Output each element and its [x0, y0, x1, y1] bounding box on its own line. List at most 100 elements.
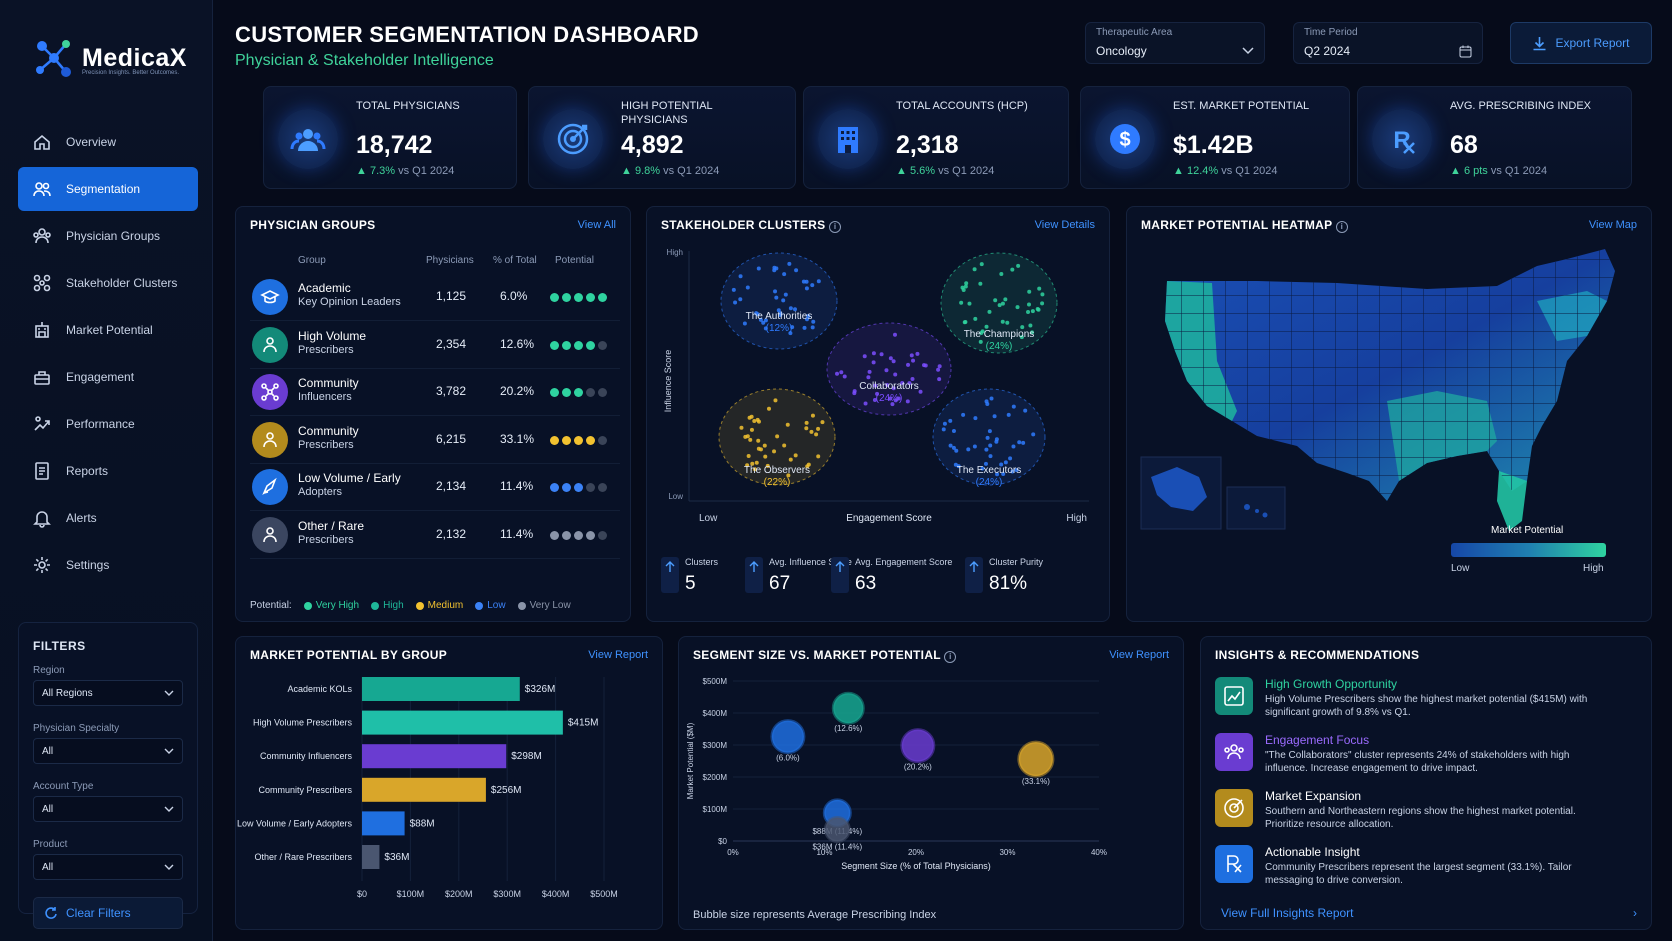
filter-value: All	[42, 745, 54, 757]
cluster-2[interactable]: The Champions(24%)	[940, 252, 1058, 354]
kpi-card-1[interactable]: TOTAL PHYSICIANS 18,742 ▲ 7.3% vs Q1 2024	[263, 86, 517, 189]
x-tick-label: $100M	[397, 889, 425, 899]
view-report-link[interactable]: View Report	[588, 649, 648, 661]
rating-dot	[586, 483, 595, 492]
info-icon[interactable]: i	[944, 651, 957, 663]
sidebar-item-performance[interactable]: Performance	[18, 402, 198, 446]
therapeutic-area-select[interactable]: Therapeutic Area Oncology	[1085, 22, 1265, 64]
filter-select-product[interactable]: All	[33, 854, 183, 880]
cluster-3[interactable]: Collaborators(24%)	[826, 322, 952, 416]
segment-size-panel: SEGMENT SIZE VS. MARKET POTENTIAL i View…	[678, 636, 1184, 930]
sidebar-item-segmentation[interactable]: Segmentation	[18, 167, 198, 211]
svg-text:R: R	[1393, 127, 1410, 154]
info-icon[interactable]: i	[829, 221, 842, 233]
market-icon	[35, 322, 49, 338]
chevron-down-icon	[164, 804, 174, 815]
chart-icon	[1224, 686, 1244, 706]
sidebar-item-stakeholder-clusters[interactable]: Stakeholder Clusters	[18, 261, 198, 305]
stat-label: Cluster Purity	[989, 557, 1044, 567]
sidebar-item-alerts[interactable]: Alerts	[18, 496, 198, 540]
table-row[interactable]: Community Influencers 3,782 20.2%	[250, 366, 620, 416]
kpi-card-4[interactable]: $ EST. MARKET POTENTIAL $1.42B ▲ 12.4% vs Q…	[1080, 86, 1350, 189]
bubble[interactable]	[770, 719, 806, 755]
cluster-5[interactable]: The Executors(24%)	[932, 388, 1046, 488]
chevron-down-icon	[164, 688, 174, 699]
stat-icon	[661, 557, 679, 593]
clear-filters-button[interactable]: Clear Filters	[33, 897, 183, 929]
group-name: Community	[298, 376, 359, 390]
bar[interactable]	[362, 811, 405, 836]
kpi-compare: vs Q1 2024	[1221, 165, 1278, 177]
insight-item[interactable]: Actionable Insight Community Prescribers …	[1215, 845, 1615, 897]
group-icon	[290, 129, 326, 151]
dollar-icon: $	[1110, 124, 1140, 154]
bar[interactable]	[362, 845, 380, 869]
bubble[interactable]	[900, 728, 936, 764]
sidebar-item-physician-groups[interactable]: Physician Groups	[18, 214, 198, 258]
heatmap-legend-bar	[1451, 543, 1606, 557]
view-report-link-2[interactable]: View Report	[1109, 649, 1169, 661]
view-all-link[interactable]: View All	[577, 219, 616, 231]
stat-label: Avg. Influence Score	[769, 557, 852, 567]
bar[interactable]	[362, 710, 563, 735]
table-row[interactable]: Community Prescribers 6,215 33.1%	[250, 414, 620, 464]
download-icon	[1533, 36, 1546, 50]
group-name: Academic	[298, 281, 351, 295]
legend-item: Low	[475, 600, 506, 611]
view-details-link[interactable]: View Details	[1034, 219, 1095, 231]
sidebar-item-settings[interactable]: Settings	[18, 543, 198, 587]
sidebar-item-overview[interactable]: Overview	[18, 120, 198, 164]
table-row[interactable]: Academic Key Opinion Leaders 1,125 6.0%	[250, 271, 620, 321]
insight-item[interactable]: Market Expansion Southern and Northeaster…	[1215, 789, 1615, 841]
bubble[interactable]	[831, 691, 865, 725]
kpi-card-2[interactable]: HIGH POTENTIAL PHYSICIANS 4,892 ▲ 9.8% vs …	[528, 86, 796, 189]
brand-name: MedicaX	[82, 43, 187, 72]
cluster-stat: Avg. Influence Score 67	[745, 557, 852, 599]
view-full-insights-link[interactable]: View Full Insights Report ›	[1221, 906, 1637, 920]
export-report-label: Export Report	[1555, 36, 1630, 50]
filter-select-region[interactable]: All Regions	[33, 680, 183, 706]
group-name: Community	[298, 423, 359, 438]
info-icon[interactable]: i	[1335, 221, 1348, 233]
physician-groups-title: PHYSICIAN GROUPS	[250, 218, 376, 232]
scatter-y-label: Market Potential ($M)	[686, 722, 695, 799]
view-map-link[interactable]: View Map	[1588, 219, 1637, 231]
bar[interactable]	[362, 777, 486, 802]
kpi-card-3[interactable]: TOTAL ACCOUNTS (HCP) 2,318 ▲ 5.6% vs Q1 20…	[803, 86, 1069, 189]
sidebar-item-engagement[interactable]: Engagement	[18, 355, 198, 399]
us-map[interactable]	[1137, 241, 1643, 541]
bubble[interactable]	[823, 815, 851, 843]
bar[interactable]	[362, 677, 520, 701]
logo[interactable]: MedicaX Precision Insights. Better Outco…	[32, 36, 187, 80]
x-tick-label: $0	[357, 889, 367, 899]
table-row[interactable]: Other / Rare Prescribers 2,132 11.4%	[250, 509, 620, 559]
sidebar-item-market-potential[interactable]: Market Potential	[18, 308, 198, 352]
kpi-card-5[interactable]: R AVG. PRESCRIBING INDEX 68 ▲ 6 pts vs Q1 2…	[1357, 86, 1632, 189]
kpi-delta: ▲ 7.3% vs Q1 2024	[356, 165, 454, 177]
table-row[interactable]: Low Volume / Early Adopters 2,134 11.4%	[250, 461, 620, 511]
sidebar-item-reports[interactable]: Reports	[18, 449, 198, 493]
insight-title: Engagement Focus	[1265, 733, 1370, 747]
cluster-1[interactable]: The Authorities(12%)	[720, 252, 838, 350]
kpi-value: 18,742	[356, 131, 433, 159]
rating-dot	[586, 388, 595, 397]
cluster-4[interactable]: The Observers(22%)	[718, 388, 836, 488]
stakeholder-clusters-panel: STAKEHOLDER CLUSTERS i View Details The …	[646, 206, 1110, 622]
cluster-pct: (24%)	[876, 393, 903, 404]
group-pct: 11.4%	[500, 479, 534, 493]
up-arrow-icon: ▲	[621, 165, 635, 177]
chevron-down-icon	[164, 746, 174, 757]
kpi-icon-wrap	[543, 109, 603, 169]
time-period-select[interactable]: Time Period Q2 2024	[1293, 22, 1483, 64]
filter-select-physician-specialty[interactable]: All	[33, 738, 183, 764]
cluster-pct: (22%)	[764, 477, 791, 488]
bubble[interactable]	[1017, 740, 1055, 778]
filter-select-account-type[interactable]: All	[33, 796, 183, 822]
legend-label: High	[383, 600, 404, 611]
insight-item[interactable]: Engagement Focus "The Collaborators" clus…	[1215, 733, 1615, 785]
insight-item[interactable]: High Growth Opportunity High Volume Presc…	[1215, 677, 1615, 729]
export-report-button[interactable]: Export Report	[1510, 22, 1652, 64]
bar[interactable]	[362, 744, 507, 769]
legend-item: Very High	[303, 600, 359, 611]
table-row[interactable]: High Volume Prescribers 2,354 12.6%	[250, 319, 620, 369]
